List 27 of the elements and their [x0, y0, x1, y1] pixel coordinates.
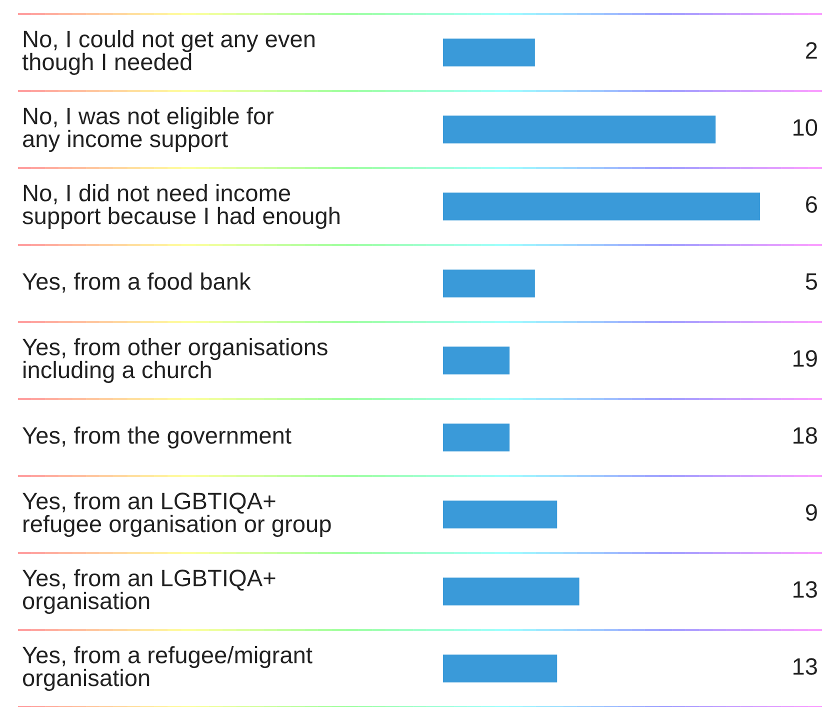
- y-tick-label: Yes, from an LGBTIQA+ refugee organisation or group: [22, 492, 331, 537]
- y-tick-label: No, I could not get any even though I needed: [22, 30, 314, 75]
- text: 13: [794, 658, 817, 675]
- y-tick-label: No, I did not need income support because I had enough: [22, 184, 340, 229]
- bar: [443, 270, 535, 298]
- bar: [443, 424, 510, 452]
- bar: [443, 116, 716, 144]
- text: 2: [806, 42, 817, 59]
- y-tick-label: Yes, from the government: [22, 426, 292, 449]
- bar: [443, 346, 510, 374]
- text: 10: [794, 119, 818, 136]
- y-tick-label: Yes, from a refugee/migrant organisation: [22, 646, 312, 691]
- text: 5: [806, 273, 818, 290]
- text: 13: [794, 581, 817, 598]
- y-tick-label: Yes, from an LGBTIQA+ organisation: [22, 569, 276, 614]
- y-tick-label: No, I was not eligible for any income support: [23, 107, 274, 152]
- bar: [443, 500, 558, 528]
- text: 19: [794, 350, 817, 367]
- text: 6: [806, 196, 817, 213]
- y-tick-label: Yes, from other organisations including a church: [22, 338, 328, 383]
- text: 9: [806, 504, 817, 521]
- bar: [443, 654, 558, 682]
- bar: [443, 192, 760, 220]
- y-tick-label: Yes, from a food bank: [22, 272, 251, 293]
- text: 18: [794, 427, 817, 444]
- bar: [443, 38, 535, 66]
- bar: [443, 578, 580, 606]
